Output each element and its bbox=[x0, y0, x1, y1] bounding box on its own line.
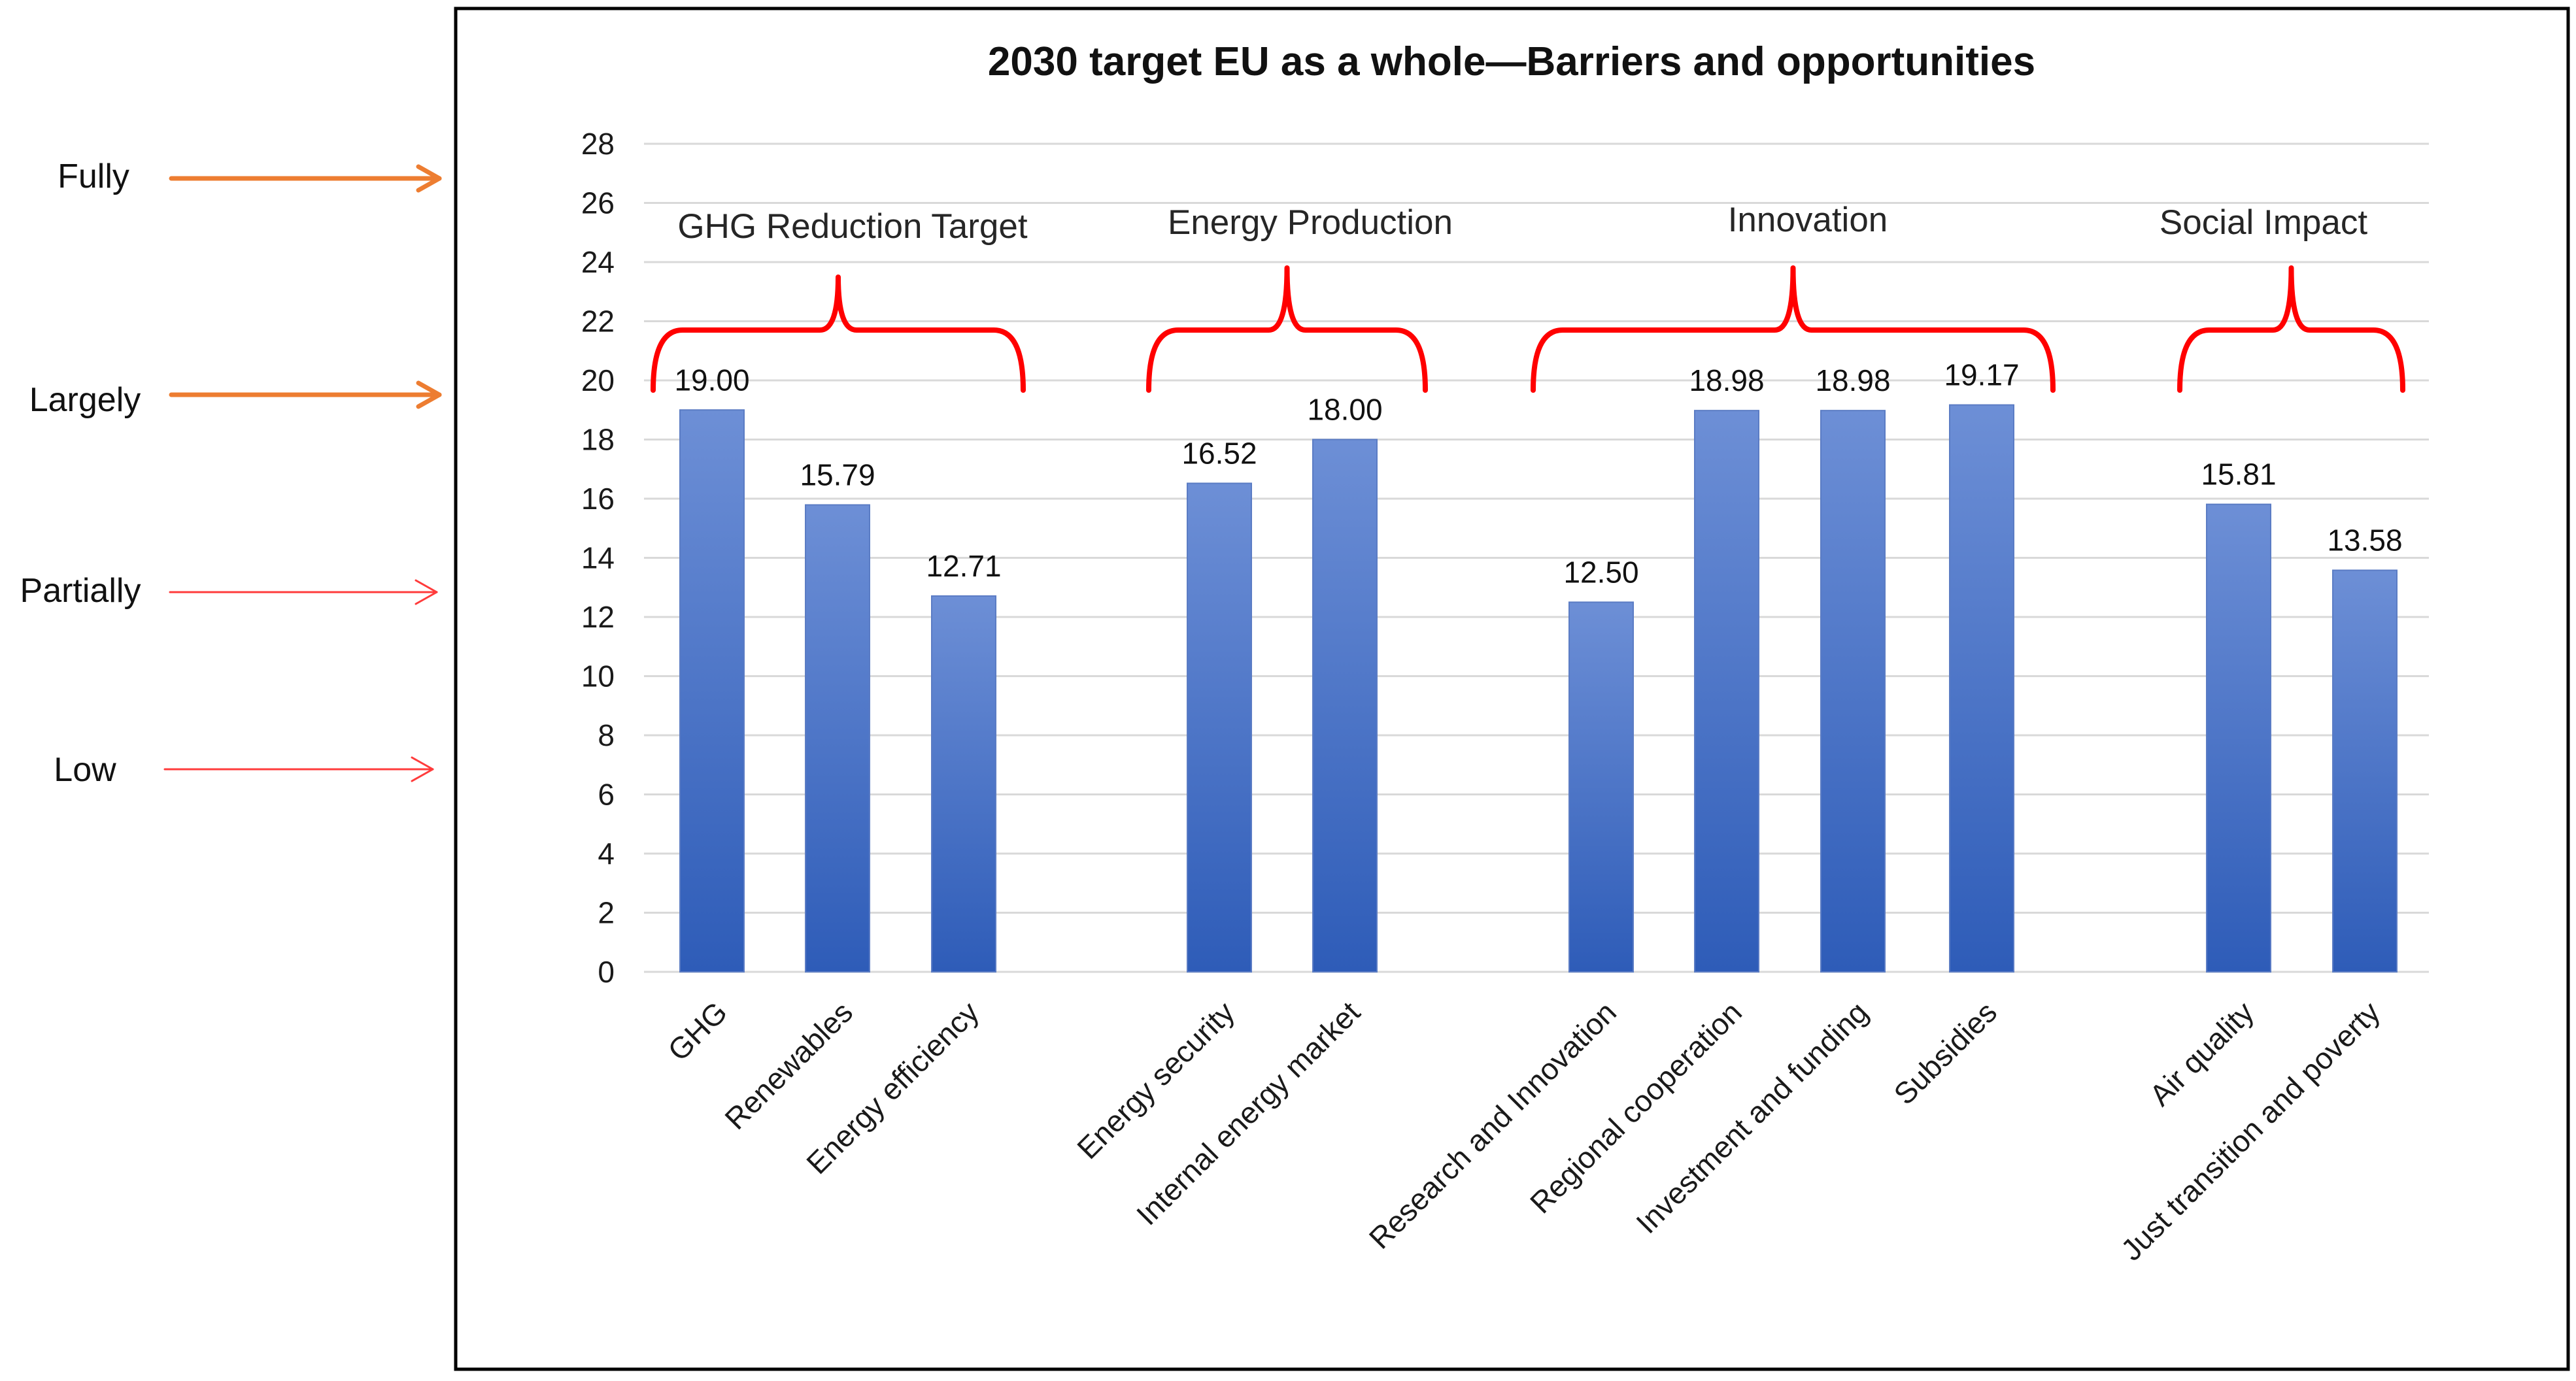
bar bbox=[2206, 503, 2271, 973]
bar bbox=[1568, 601, 1634, 973]
bar-value-label: 18.98 bbox=[1815, 363, 1890, 397]
group-label: Social Impact bbox=[2160, 203, 2367, 242]
category-label: Renewables bbox=[718, 995, 859, 1136]
category-label: Regional cooperation bbox=[1523, 995, 1748, 1220]
y-tick-label: 2 bbox=[598, 896, 615, 930]
bar-value-label: 19.00 bbox=[674, 363, 749, 397]
y-tick-label: 28 bbox=[581, 127, 615, 161]
category-label: Just transition and poverty bbox=[2114, 995, 2386, 1267]
y-tick-label: 24 bbox=[581, 245, 615, 279]
bar bbox=[1694, 410, 1759, 973]
bars bbox=[679, 404, 2398, 973]
level-label: Partially bbox=[20, 572, 141, 610]
group-bracket bbox=[651, 275, 1026, 393]
bar-value-label: 15.81 bbox=[2201, 458, 2276, 491]
chart-title: 2030 target EU as a whole—Barriers and o… bbox=[988, 39, 2035, 84]
category-label: Investment and funding bbox=[1629, 995, 1874, 1240]
category-label: GHG bbox=[661, 995, 734, 1067]
bar bbox=[1820, 410, 1886, 973]
y-tick-label: 20 bbox=[581, 363, 615, 397]
y-tick-label: 8 bbox=[598, 718, 615, 752]
group-bracket bbox=[1146, 265, 1428, 393]
y-tick-label: 10 bbox=[581, 659, 615, 693]
bar-value-label: 19.17 bbox=[1944, 358, 2019, 392]
group-bracket bbox=[1531, 265, 2056, 393]
y-tick-label: 16 bbox=[581, 482, 615, 516]
gridlines bbox=[644, 142, 2429, 973]
y-tick-label: 14 bbox=[581, 541, 615, 575]
bar-value-label: 12.71 bbox=[926, 549, 1001, 583]
group-label: Innovation bbox=[1728, 201, 1888, 239]
y-tick-label: 12 bbox=[581, 600, 615, 634]
level-annotations: Fully Largely Partially Low bbox=[20, 158, 442, 789]
level-label: Low bbox=[54, 751, 116, 789]
bar bbox=[1949, 404, 2014, 973]
y-tick-label: 18 bbox=[581, 423, 615, 457]
bar-value-label: 16.52 bbox=[1181, 436, 1257, 470]
bar-value-label: 18.00 bbox=[1307, 393, 1382, 427]
y-tick-label: 26 bbox=[581, 186, 615, 220]
level-label: Fully bbox=[58, 158, 129, 195]
category-label: Internal energy market bbox=[1130, 995, 1366, 1231]
value-labels: 19.00 15.79 12.71 16.52 18.00 12.50 18.98 18.98… bbox=[674, 358, 2402, 590]
level-arrow-head bbox=[416, 164, 442, 193]
group-bracket bbox=[2177, 265, 2405, 393]
bar bbox=[931, 595, 996, 973]
bar bbox=[805, 504, 870, 973]
level-label: Largely bbox=[29, 381, 141, 419]
y-tick-label: 0 bbox=[598, 955, 615, 989]
bar-value-label: 18.98 bbox=[1689, 363, 1764, 397]
category-label: Research and Innovation bbox=[1363, 995, 1623, 1255]
level-arrow-head bbox=[416, 380, 442, 409]
group-label: GHG Reduction Target bbox=[677, 207, 1027, 246]
bar-value-label: 13.58 bbox=[2327, 524, 2402, 557]
bar-value-label: 15.79 bbox=[800, 458, 875, 492]
bar bbox=[1187, 482, 1252, 973]
bar bbox=[1312, 439, 1378, 973]
y-tick-label: 6 bbox=[598, 778, 615, 812]
bar bbox=[679, 409, 745, 973]
bar bbox=[2332, 569, 2398, 973]
y-tick-label: 4 bbox=[598, 837, 615, 871]
group-labels: GHG Reduction Target Energy Production Inn… bbox=[677, 201, 2367, 246]
category-label: Subsidies bbox=[1887, 995, 2003, 1111]
group-label: Energy Production bbox=[1168, 203, 1453, 242]
chart-frame bbox=[454, 7, 2570, 1371]
level-arrow-head bbox=[415, 579, 438, 605]
bar-value-label: 12.50 bbox=[1563, 555, 1638, 589]
category-label: Air quality bbox=[2143, 995, 2260, 1112]
level-arrow-head bbox=[411, 756, 434, 782]
y-tick-label: 22 bbox=[581, 305, 615, 339]
group-brackets bbox=[651, 265, 2405, 393]
